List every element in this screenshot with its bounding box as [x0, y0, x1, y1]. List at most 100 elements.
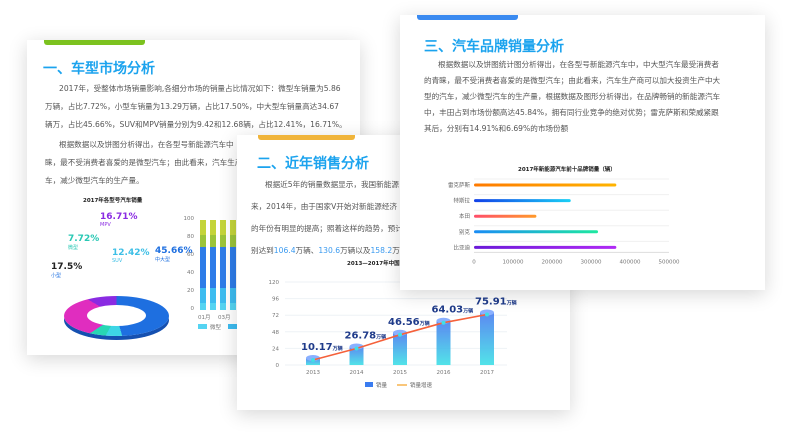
- bar: [474, 230, 599, 234]
- stacked-segment: [210, 235, 216, 247]
- y-tick: 0: [276, 363, 280, 369]
- text-line: 辆万，占比45.66%，SUV和MPV销量分别为9.42和12.68辆，占比12…: [45, 120, 347, 129]
- stacked-segment: [230, 302, 236, 310]
- name: 小型: [51, 273, 62, 279]
- accent-bar: [44, 40, 145, 45]
- stacked-segment: [200, 247, 206, 288]
- donut-label-suv: 12.42% SUV: [112, 248, 150, 264]
- x-tick: 2015: [393, 370, 407, 376]
- data-label: 75.91万辆: [475, 296, 517, 307]
- legend-label: 销量: [376, 381, 388, 389]
- y-tick: 80: [187, 234, 194, 240]
- y-tick: 48: [272, 330, 279, 336]
- accent-bar: [258, 135, 355, 140]
- card-brand-analysis: 三、汽车品牌销量分析 根据数据以及饼图统计图分析得出，在各型号新能源汽车中，中大…: [400, 15, 765, 290]
- paragraph: 2017年，受整体市场销量影响,各细分市场的销量占比情况如下：微型车销量为5.8…: [45, 80, 347, 134]
- donut-label-micro: 7.72% 微型: [68, 234, 99, 251]
- legend-swatch: [365, 382, 373, 387]
- x-tick: 500000: [659, 259, 680, 265]
- y-tick: 40: [187, 270, 194, 276]
- category-label: 雷克萨斯: [448, 181, 471, 189]
- x-tick: 2017: [480, 370, 494, 376]
- donut-hole: [87, 305, 146, 326]
- stacked-segment: [230, 247, 236, 288]
- paragraph: 根据数据以及饼图分析得出，在各型号新能源汽车中 睐，最不受消费者喜爱的是微型汽车…: [45, 136, 242, 190]
- paragraph: 根据数据以及饼图统计图分析得出，在各型号新能源汽车中，中大型汽车最受消费者 的青…: [424, 57, 720, 137]
- x-tick: 2013: [306, 370, 320, 376]
- donut-label-small: 17.5% 小型: [51, 262, 82, 279]
- section-title: 一、车型市场分析: [43, 61, 155, 77]
- donut-label-mpv: 16.71% MPV: [100, 212, 138, 228]
- x-tick: 0: [472, 259, 476, 265]
- text: 万辆以及: [340, 246, 371, 255]
- stacked-segment: [230, 287, 236, 303]
- y-tick: 100: [183, 216, 195, 222]
- x-tick: 01月: [198, 315, 211, 321]
- text: 万辆: [392, 246, 407, 255]
- stacked-segment: [200, 302, 206, 310]
- chart-title: 2017年新能源汽车前十品牌销量（辆）: [518, 167, 616, 173]
- stacked-segment: [220, 235, 226, 247]
- x-tick: 03月: [218, 315, 231, 321]
- text-line: 别达到106.4万辆、130.6万辆以及158.2万辆: [251, 240, 407, 262]
- stacked-segment: [210, 220, 216, 236]
- y-tick: 72: [272, 313, 279, 319]
- y-tick: 120: [269, 280, 280, 286]
- growth-point: [311, 357, 315, 362]
- bar: [474, 199, 571, 203]
- text-line: 2017年，受整体市场销量影响,各细分市场的销量占比情况如下：微型车销量为5.8…: [59, 84, 341, 93]
- stacked-segment: [220, 302, 226, 310]
- text-line: 万辆，占比7.72%，小型车销量为13.29万辆，占比17.50%，中大型车销量…: [45, 102, 339, 111]
- x-tick: 300000: [581, 259, 602, 265]
- growth-point: [354, 346, 359, 351]
- x-tick: 2016: [437, 370, 451, 376]
- stacked-segment: [210, 287, 216, 303]
- value: 130.6: [318, 246, 341, 255]
- x-tick: 400000: [620, 259, 641, 265]
- stacked-segment: [210, 302, 216, 310]
- stacked-segment: [200, 235, 206, 247]
- accent-bar: [417, 15, 518, 20]
- y-tick: 0: [190, 306, 195, 312]
- text-line: 来，2014年，由于国家V开始对新能源经济: [251, 202, 398, 211]
- bar: [474, 183, 617, 187]
- bar: [436, 320, 451, 365]
- bar: [474, 214, 537, 218]
- stacked-segment: [220, 287, 226, 303]
- growth-point: [485, 312, 489, 317]
- sales-chart: 120 96 72 48 24 0 10.17万辆 2013 26.78万辆 2014 46.56万…: [269, 280, 517, 389]
- category-label: 本田: [459, 212, 470, 220]
- stacked-segment: [230, 235, 236, 247]
- stacked-segment: [210, 247, 216, 288]
- data-label: 10.17万辆: [301, 342, 343, 353]
- section-title: 二、近年销售分析: [257, 156, 369, 172]
- bar: [349, 346, 364, 365]
- category-label: 别克: [459, 228, 471, 236]
- bar-top: [480, 309, 494, 316]
- name: 中大型: [155, 257, 171, 263]
- stacked-segment: [220, 220, 226, 236]
- pct: 16.71%: [100, 212, 138, 222]
- x-tick: 100000: [503, 259, 524, 265]
- x-tick: 2014: [350, 370, 364, 376]
- stacked-segment: [200, 220, 206, 236]
- paragraph: 根据近5年的销量数据显示，我国新能源 来，2014年，由于国家V开始对新能源经济…: [251, 174, 407, 262]
- y-tick: 60: [187, 252, 194, 258]
- category-label: 比亚迪: [453, 243, 470, 251]
- donut-label-midlarge: 45.66% 中大型: [155, 246, 193, 263]
- pct: 45.66%: [155, 246, 193, 256]
- growth-point: [441, 320, 446, 325]
- pct: 12.42%: [112, 248, 150, 258]
- text: 万辆、: [295, 246, 319, 255]
- pct: 7.72%: [68, 234, 100, 244]
- data-label: 64.03万辆: [432, 305, 474, 316]
- y-tick: 20: [187, 288, 194, 294]
- text-line: 车，减少微型汽车的生产量。: [45, 176, 144, 185]
- text-line: 其后，分别有14.91%和6.69%的市场份额: [424, 124, 569, 133]
- text-line: 根据数据以及饼图统计图分析得出，在各型号新能源汽车中，中大型汽车最受消费者: [438, 60, 719, 69]
- bar: [480, 312, 494, 365]
- name: 微型: [68, 245, 79, 251]
- stacked-segment: [200, 287, 206, 303]
- pct: 17.5%: [51, 262, 83, 272]
